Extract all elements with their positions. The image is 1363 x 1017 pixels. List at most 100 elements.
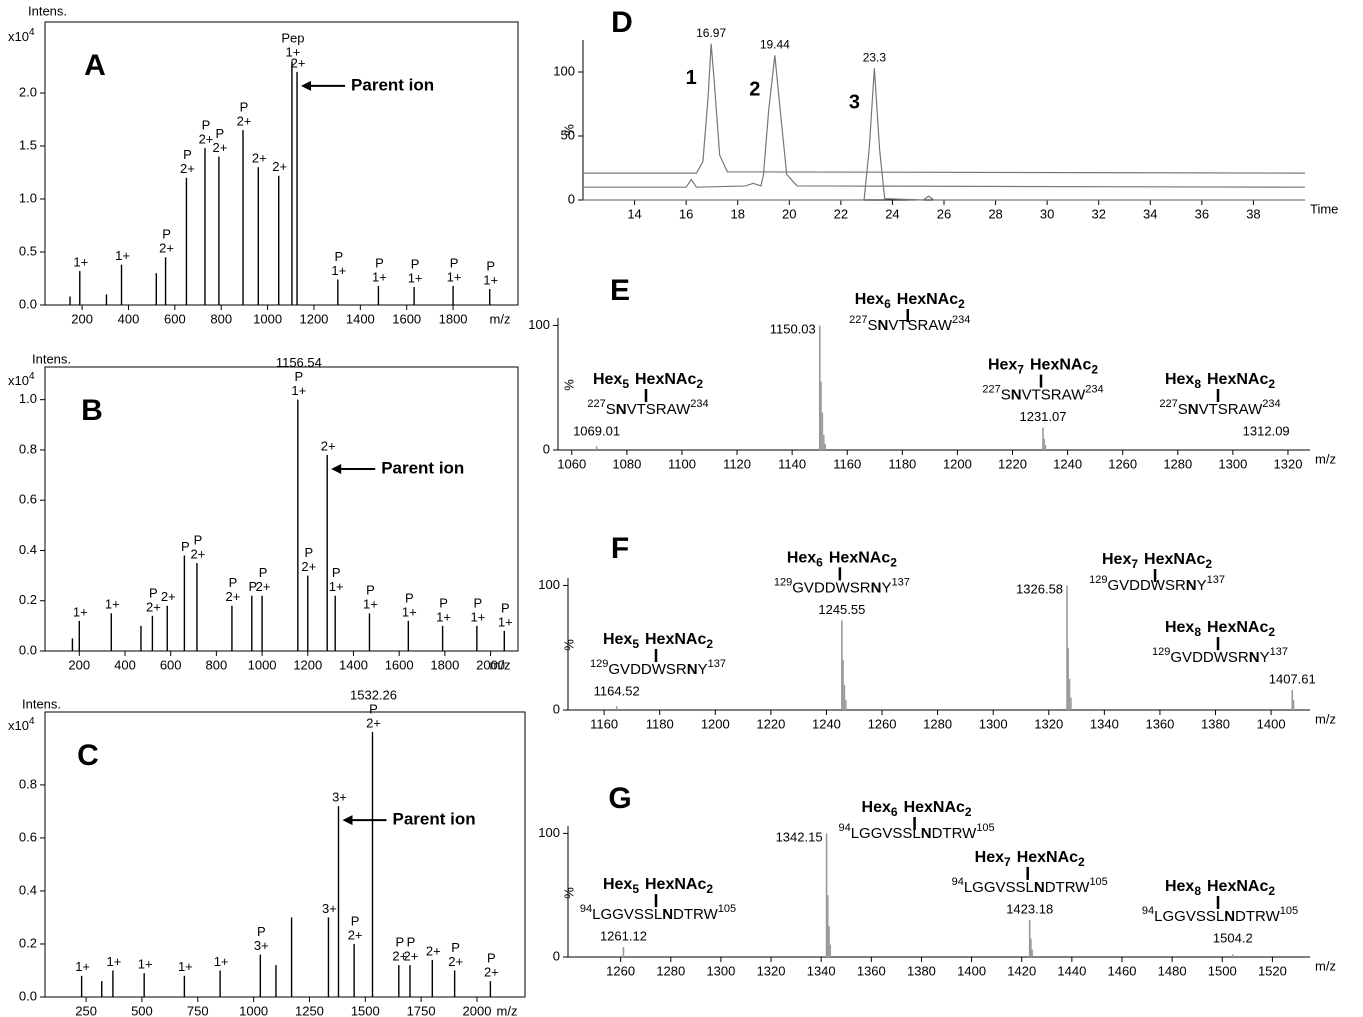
peak-tag: P xyxy=(183,147,192,162)
peak-tag: P xyxy=(181,539,190,554)
peak-mz-label: 1326.58 xyxy=(1016,581,1063,596)
peak-charge: 2+ xyxy=(272,159,287,174)
peak-charge: 1+ xyxy=(331,263,346,278)
peptide-post: DTRW xyxy=(932,825,978,842)
peak-number: 1 xyxy=(686,67,697,89)
peptide-end: 105 xyxy=(976,822,994,834)
peak-charge: 2+ xyxy=(291,55,306,70)
peptide-end: 234 xyxy=(1085,383,1103,395)
glycan-hexnac: HexNAc xyxy=(904,799,965,816)
x-tick-label: 28 xyxy=(988,206,1002,221)
x-tick-label: 1260 xyxy=(606,963,635,978)
x-axis-label: m/z xyxy=(490,657,511,672)
x-tick-label: 400 xyxy=(118,311,140,326)
plot-frame xyxy=(44,711,526,998)
glycan-hex-count: 5 xyxy=(632,637,639,651)
y-tick-label: 0.2 xyxy=(19,935,37,950)
x-tick-label: 1240 xyxy=(812,716,841,731)
peak-charge: 1+ xyxy=(73,604,88,619)
x-tick-label: 800 xyxy=(210,311,232,326)
x-tick-label: 1080 xyxy=(612,456,641,471)
peptide-start: 129 xyxy=(1152,646,1170,658)
peak-tag: P xyxy=(259,565,268,580)
x-tick-label: 24 xyxy=(885,206,899,221)
peptide-end: 234 xyxy=(952,314,970,326)
arrow-head xyxy=(331,463,342,474)
x-tick-label: 1380 xyxy=(907,963,936,978)
x-tick-label: 1160 xyxy=(590,716,618,731)
glycan-hexnac-count: 2 xyxy=(696,377,703,391)
peak-tag: P xyxy=(405,590,414,605)
peak-mz-label: 1312.09 xyxy=(1243,423,1290,438)
peak-charge: 3+ xyxy=(254,938,269,953)
x-tick-label: 1280 xyxy=(656,963,685,978)
peptide-label: 227SNVTSRAW234 xyxy=(849,314,970,334)
y-tick-label: 100 xyxy=(553,63,575,78)
peptide-site: N xyxy=(921,825,932,842)
glycan-hex: Hex xyxy=(862,799,891,816)
peak-mz-label: 1407.61 xyxy=(1269,672,1316,687)
glycan-hexnac-count: 2 xyxy=(706,882,713,896)
peak-tag: P xyxy=(304,545,313,560)
y-scale-base: x10 xyxy=(8,718,29,733)
peak-charge: 1+ xyxy=(106,954,121,969)
peak-tag: Pep xyxy=(281,31,304,46)
peptide-site: N xyxy=(1188,401,1199,418)
x-tick-label: 14 xyxy=(627,206,641,221)
x-tick-label: 1200 xyxy=(943,456,972,471)
peak-charge: 1+ xyxy=(436,609,451,624)
x-tick-label: 1400 xyxy=(957,963,986,978)
glycan-label: Hex8 HexNAc2 xyxy=(1165,371,1275,391)
y-tick-label: 1.0 xyxy=(19,190,37,205)
x-tick-label: 1320 xyxy=(757,963,786,978)
y-axis-label: Intens. xyxy=(28,3,67,18)
peak-tag: P xyxy=(295,369,304,384)
annotation: Parent ion xyxy=(381,458,464,477)
y-scale-exponent: 4 xyxy=(29,27,35,38)
glycan-hex-count: 5 xyxy=(632,882,639,896)
glycan-hex-count: 7 xyxy=(1017,363,1024,377)
peak-charge: 1+ xyxy=(286,45,301,60)
x-tick-label: 1160 xyxy=(833,456,861,471)
x-tick-label: 1500 xyxy=(351,1003,380,1017)
peak-tag: P xyxy=(149,585,158,600)
x-axis-label: m/z xyxy=(497,1003,518,1017)
peak-tag: P xyxy=(395,935,404,950)
peak-mz-label: 1164.52 xyxy=(594,683,640,698)
peptide-start: 129 xyxy=(1089,574,1107,586)
peptide-site: N xyxy=(1224,908,1235,925)
x-tick-label: 1500 xyxy=(1208,963,1237,978)
peak-charge: 3+ xyxy=(332,790,347,805)
y-tick-label: 0 xyxy=(553,948,560,963)
peak-charge: 2+ xyxy=(448,954,463,969)
glycan-hex-count: 7 xyxy=(1131,557,1138,571)
x-tick-label: 32 xyxy=(1091,206,1105,221)
x-tick-label: 1100 xyxy=(668,456,696,471)
peak-tag: P xyxy=(474,595,483,610)
glycan-hex: Hex xyxy=(603,876,632,893)
x-axis-label: m/z xyxy=(1315,958,1336,973)
y-tick-label: 0 xyxy=(543,441,550,456)
peptide-pre: GVDDWSR xyxy=(608,661,687,678)
glycan-hex: Hex xyxy=(1165,619,1194,636)
glycan-hex-count: 7 xyxy=(1004,855,1011,869)
glycan-hexnac: HexNAc xyxy=(635,371,696,388)
peak-charge: 2+ xyxy=(321,438,336,453)
glycan-hex: Hex xyxy=(975,849,1004,866)
glycan-label: Hex8 HexNAc2 xyxy=(1165,619,1275,639)
x-tick-label: 1360 xyxy=(1145,716,1174,731)
glycan-label: Hex6 HexNAc2 xyxy=(855,291,965,311)
glycan-hex-count: 6 xyxy=(816,556,823,570)
glycan-hex-count: 8 xyxy=(1194,625,1201,639)
peptide-post: VTSRAW xyxy=(1022,387,1086,404)
peptide-post: VTSRAW xyxy=(627,401,691,418)
peptide-post: Y xyxy=(881,579,891,596)
peak-mz-label: 1342.15 xyxy=(776,829,823,844)
glycan-hexnac-count: 2 xyxy=(1268,625,1275,639)
peptide-pre: LGGVSSL xyxy=(1154,908,1224,925)
x-tick-label: 1200 xyxy=(293,657,322,672)
x-tick-label: 750 xyxy=(187,1003,209,1017)
y-tick-label: 0.6 xyxy=(19,829,37,844)
y-axis-label: % xyxy=(561,639,576,651)
